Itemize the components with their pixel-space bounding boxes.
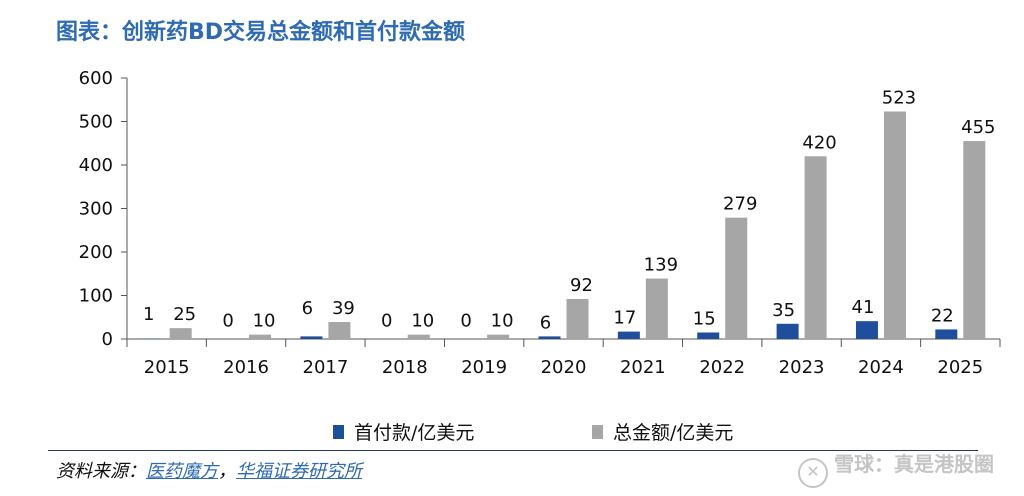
data-label-series-2: 523	[882, 87, 916, 108]
data-label-series-1: 15	[693, 308, 716, 329]
bar-series-1	[539, 336, 561, 339]
bar-series-2	[567, 299, 589, 339]
legend-item-series-1: 首付款/亿美元	[333, 418, 474, 445]
x-tick-label: 2018	[382, 357, 428, 378]
y-tick-label: 400	[79, 155, 113, 176]
data-label-series-1: 6	[302, 298, 313, 319]
y-tick-label: 100	[79, 286, 113, 307]
legend-label-series-1: 首付款/亿美元	[354, 418, 474, 445]
data-label-series-2: 10	[253, 311, 276, 332]
source-prefix: 资料来源：	[56, 461, 146, 482]
legend-swatch-series-1	[333, 425, 344, 439]
data-label-series-1: 17	[613, 308, 636, 329]
bar-series-2	[884, 111, 906, 339]
data-label-series-2: 25	[173, 304, 196, 325]
data-label-series-2: 420	[802, 132, 836, 153]
data-label-series-1: 0	[222, 311, 233, 332]
x-tick-label: 2016	[223, 357, 269, 378]
bar-series-1	[300, 336, 322, 339]
snowball-logo-icon: ✕	[798, 458, 828, 488]
bar-series-2	[170, 328, 192, 339]
bar-series-2	[725, 218, 747, 339]
data-label-series-2: 279	[723, 194, 757, 215]
x-tick-label: 2023	[779, 357, 825, 378]
watermark: ✕雪球：真是港股圈	[798, 448, 994, 488]
data-label-series-2: 455	[961, 117, 995, 138]
x-tick-label: 2017	[303, 357, 349, 378]
source-note: 资料来源：医药魔方，华福证券研究所	[56, 457, 362, 483]
y-tick-label: 0	[102, 329, 113, 350]
data-label-series-2: 39	[332, 298, 355, 319]
legend-label-series-2: 总金额/亿美元	[613, 418, 733, 445]
x-tick-label: 2024	[858, 357, 904, 378]
bar-series-2	[408, 335, 430, 339]
bar-series-2	[328, 322, 350, 339]
x-tick-label: 2022	[699, 357, 745, 378]
x-tick-label: 2019	[461, 357, 507, 378]
bar-series-1	[697, 332, 719, 339]
source-link-1[interactable]: 医药魔方	[146, 461, 218, 482]
data-label-series-2: 92	[570, 275, 593, 296]
data-label-series-2: 139	[644, 255, 678, 276]
bar-series-1	[618, 332, 640, 339]
data-label-series-1: 0	[381, 311, 392, 332]
data-label-series-2: 10	[411, 311, 434, 332]
y-tick-label: 200	[79, 242, 113, 263]
bar-series-2	[805, 156, 827, 339]
y-tick-label: 500	[79, 112, 113, 133]
source-separator: ，	[218, 461, 236, 482]
watermark-text: 雪球：真是港股圈	[834, 452, 994, 476]
bar-series-1	[777, 324, 799, 339]
legend-swatch-series-2	[592, 425, 603, 439]
bar-series-1	[856, 321, 878, 339]
bar-series-2	[963, 141, 985, 339]
y-tick-label: 300	[79, 199, 113, 220]
data-label-series-1: 1	[143, 304, 154, 325]
legend-item-series-2: 总金额/亿美元	[592, 418, 733, 445]
bar-series-2	[487, 335, 509, 339]
x-tick-label: 2015	[144, 357, 190, 378]
data-label-series-1: 41	[852, 297, 875, 318]
y-tick-label: 600	[79, 68, 113, 89]
data-label-series-1: 35	[772, 300, 795, 321]
data-label-series-1: 6	[540, 312, 551, 333]
x-tick-label: 2025	[937, 357, 983, 378]
legend: 首付款/亿美元 总金额/亿美元	[0, 418, 1024, 446]
x-tick-label: 2021	[620, 357, 666, 378]
bar-series-2	[646, 279, 668, 339]
source-link-2[interactable]: 华福证券研究所	[236, 461, 362, 482]
bar-series-1	[935, 329, 957, 339]
data-label-series-2: 10	[491, 311, 514, 332]
x-tick-label: 2020	[541, 357, 587, 378]
data-label-series-1: 22	[931, 305, 954, 326]
data-label-series-1: 0	[460, 311, 471, 332]
bar-series-2	[249, 335, 271, 339]
